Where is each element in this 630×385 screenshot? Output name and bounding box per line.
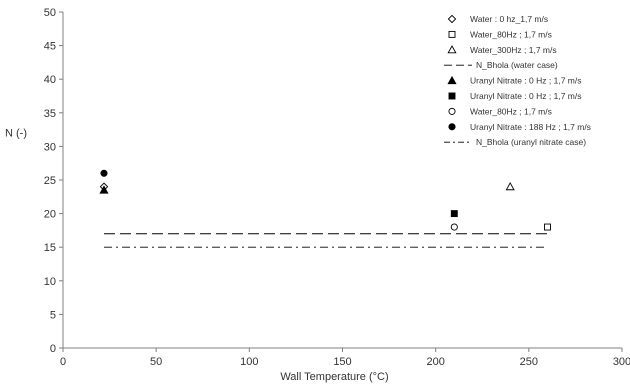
y-tick-label: 45 [44,41,56,53]
legend-swatch-7 [448,123,456,131]
legend-label: Uranyl Nitrate : 188 Hz ; 1,7 m/s [470,122,591,132]
y-tick-label: 5 [50,309,56,321]
axes: 0 5 10 15 20 25 30 35 40 45 50 0 50 100 150 200 250 300 [44,7,630,368]
x-tick-label: 250 [520,356,538,368]
y-tick-label: 40 [44,74,56,86]
y-tick-label: 30 [44,141,56,153]
y-tick-label: 15 [44,242,56,254]
legend-label: N_Bhola (water case) [476,60,558,70]
y-tick-label: 0 [50,343,56,355]
legend: Water : 0 hz_1,7 m/s Water_80Hz ; 1,7 m/s… [444,14,591,147]
x-tick-label: 200 [426,356,444,368]
legend-label: Water_300Hz ; 1,7 m/s [470,45,557,55]
x-tick-label: 50 [150,356,162,368]
y-tick-label: 20 [44,209,56,221]
legend-swatch-0 [447,14,457,24]
x-tick-label: 150 [333,356,351,368]
legend-label: Water : 0 hz_1,7 m/s [470,14,548,24]
y-tick-label: 10 [44,276,56,288]
legend-swatch-2 [447,45,457,54]
data-point-series-7 [100,169,108,177]
x-axis-title: Wall Temperature (°C) [280,371,388,383]
x-tick-label: 100 [240,356,258,368]
y-axis-title: N (-) [5,127,27,139]
plot-area [99,169,551,248]
data-point-series-4 [99,185,109,194]
x-tick-label: 0 [60,356,66,368]
legend-label: Water_80Hz ; 1,7 m/s [470,106,552,116]
y-tick-label: 35 [44,108,56,120]
y-tick-label: 25 [44,175,56,187]
data-point-series-5 [450,210,458,218]
legend-label: Water_80Hz ; 1,7 m/s [470,29,552,39]
data-point-series-1 [544,223,551,231]
legend-label: N_Bhola (uranyl nitrate case) [476,137,586,147]
legend-label: Uranyl Nitrate : 0 Hz ; 1,7 m/s [470,91,581,101]
legend-label: Uranyl Nitrate : 0 Hz ; 1,7 m/s [470,76,581,86]
y-tick-label: 50 [44,7,56,19]
data-point-series-6 [450,223,458,231]
data-point-series-2 [505,181,515,191]
legend-swatch-1 [448,30,456,38]
legend-swatch-5 [448,92,456,100]
x-tick-label: 300 [613,356,630,368]
legend-swatch-4 [447,75,457,85]
legend-swatch-6 [448,107,456,115]
